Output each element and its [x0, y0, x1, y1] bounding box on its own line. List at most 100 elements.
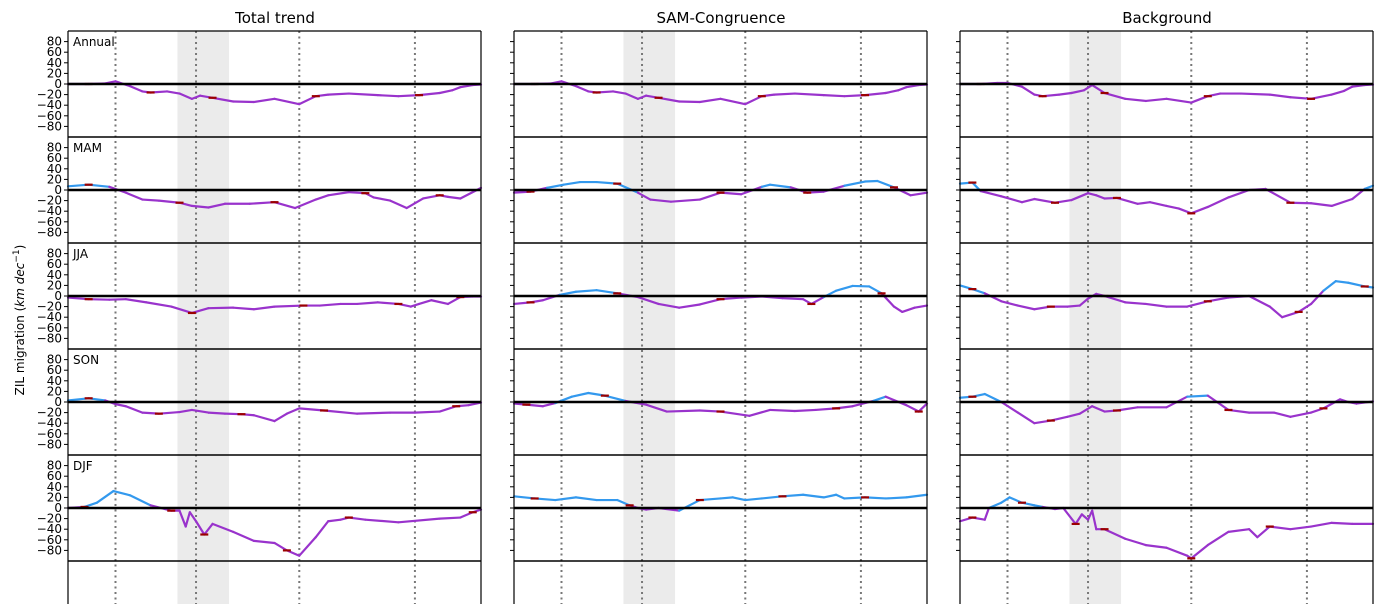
- trend-line-segment: [574, 289, 598, 293]
- trend-line-segment: [822, 94, 846, 98]
- trend-line-segment: [184, 511, 191, 528]
- trend-line-segment: [1080, 513, 1090, 521]
- y-tick-label: −20: [37, 300, 62, 314]
- trend-line-segment: [1020, 85, 1036, 96]
- trend-line-segment: [1322, 398, 1342, 410]
- trend-line-segment: [748, 408, 772, 417]
- trend-line-segment: [413, 410, 441, 414]
- trend-line-segment: [1206, 530, 1230, 547]
- y-axis-label-close: ): [13, 245, 27, 250]
- trend-line-segment: [1091, 83, 1106, 95]
- trend-line-segment: [983, 292, 1003, 303]
- trend-line-segment: [273, 304, 305, 308]
- trend-line-segment: [327, 518, 342, 523]
- y-tick-label: −80: [37, 437, 62, 451]
- y-tick-label: 0: [54, 501, 62, 515]
- trend-line-segment: [1289, 411, 1313, 418]
- trend-line-segment: [1206, 196, 1230, 209]
- trend-line-segment: [327, 191, 350, 197]
- trend-line-segment: [194, 520, 206, 536]
- trend-line-segment: [1066, 412, 1081, 418]
- trend-line-segment: [1309, 202, 1333, 207]
- trend-line-segment: [558, 290, 578, 297]
- trend-line-segment: [678, 100, 701, 104]
- trend-line-segment: [322, 409, 359, 415]
- trend-line-segment: [327, 92, 350, 96]
- trend-line-segment: [1165, 204, 1180, 210]
- y-tick-label: 80: [47, 353, 62, 367]
- trend-line-segment: [1124, 301, 1147, 306]
- trend-line-segment: [1247, 528, 1259, 539]
- trend-line-segment: [114, 403, 127, 408]
- trend-line-segment: [178, 408, 193, 414]
- trend-line-segment: [1322, 280, 1337, 292]
- trend-line-segment: [835, 284, 854, 292]
- trend-line-segment: [294, 198, 317, 210]
- trend-line-segment: [793, 92, 825, 97]
- trend-line-segment: [1033, 504, 1044, 509]
- trend-line-segment: [1091, 405, 1106, 413]
- y-tick-label: 80: [47, 247, 62, 261]
- trend-line-segment: [1144, 302, 1168, 308]
- column-title-background: Background: [1122, 9, 1212, 27]
- trend-line-segment: [1066, 304, 1081, 308]
- trend-line-segment: [1000, 496, 1011, 504]
- trend-line-segment: [190, 94, 202, 100]
- trend-line-segment: [1330, 521, 1354, 526]
- trend-line-segment: [124, 191, 144, 201]
- trend-line-segment: [1062, 506, 1077, 526]
- y-tick-label: 20: [47, 172, 62, 186]
- y-tick-label: −20: [37, 512, 62, 526]
- trend-line-segment: [438, 89, 454, 95]
- trend-line-segment: [1342, 85, 1354, 92]
- trend-line-segment: [1227, 528, 1251, 533]
- y-tick-label: 80: [47, 459, 62, 473]
- y-tick-label: −60: [37, 215, 62, 229]
- trend-line-segment: [178, 509, 187, 528]
- trend-line-segment: [372, 196, 392, 202]
- trend-line-segment: [1074, 513, 1083, 526]
- y-tick-label: 0: [54, 77, 62, 91]
- trend-line-segment: [719, 410, 751, 417]
- trend-line-segment: [719, 496, 734, 500]
- trend-line-segment: [768, 408, 796, 413]
- trend-line-segment: [781, 297, 805, 301]
- y-tick-label: 60: [47, 151, 62, 165]
- y-tick-label: −40: [37, 98, 62, 112]
- trend-line-segment: [128, 494, 152, 507]
- trend-line-segment: [207, 202, 227, 209]
- trend-line-segment: [190, 204, 210, 209]
- trend-line-segment: [376, 94, 400, 98]
- trend-line-segment: [1165, 546, 1189, 557]
- y-tick-label: −40: [37, 416, 62, 430]
- trend-line-segment: [698, 191, 722, 201]
- trend-line-segment: [896, 86, 908, 92]
- trend-line-segment: [1136, 201, 1152, 205]
- y-tick-label: 80: [47, 35, 62, 49]
- trend-line-segment: [446, 195, 462, 200]
- shaded-region: [623, 31, 676, 604]
- trend-line-segment: [1000, 400, 1019, 414]
- trend-line-segment: [657, 302, 681, 309]
- trend-line-segment: [124, 298, 148, 304]
- trend-line-segment: [273, 97, 301, 106]
- trend-line-segment: [1247, 294, 1271, 308]
- trend-line-segment: [417, 299, 433, 306]
- trend-line-segment: [1070, 192, 1090, 202]
- trend-line-segment: [128, 85, 144, 93]
- trend-line-segment: [1091, 509, 1098, 531]
- trend-line-segment: [1334, 280, 1350, 284]
- trend-line-segment: [232, 100, 255, 104]
- y-tick-label: −40: [37, 310, 62, 324]
- trend-line-segment: [810, 295, 825, 306]
- trend-line-segment: [793, 408, 817, 413]
- trend-line-segment: [211, 522, 235, 533]
- trend-line-segment: [1272, 411, 1292, 418]
- y-axis-label-main: ZIL migration (: [13, 307, 27, 396]
- trend-line-segment: [574, 496, 598, 502]
- y-tick-label: 20: [47, 66, 62, 80]
- trend-line-segment: [1058, 91, 1073, 96]
- trend-line-segment: [917, 402, 929, 413]
- trend-line-segment: [1190, 543, 1209, 560]
- trend-line-segment: [905, 83, 920, 89]
